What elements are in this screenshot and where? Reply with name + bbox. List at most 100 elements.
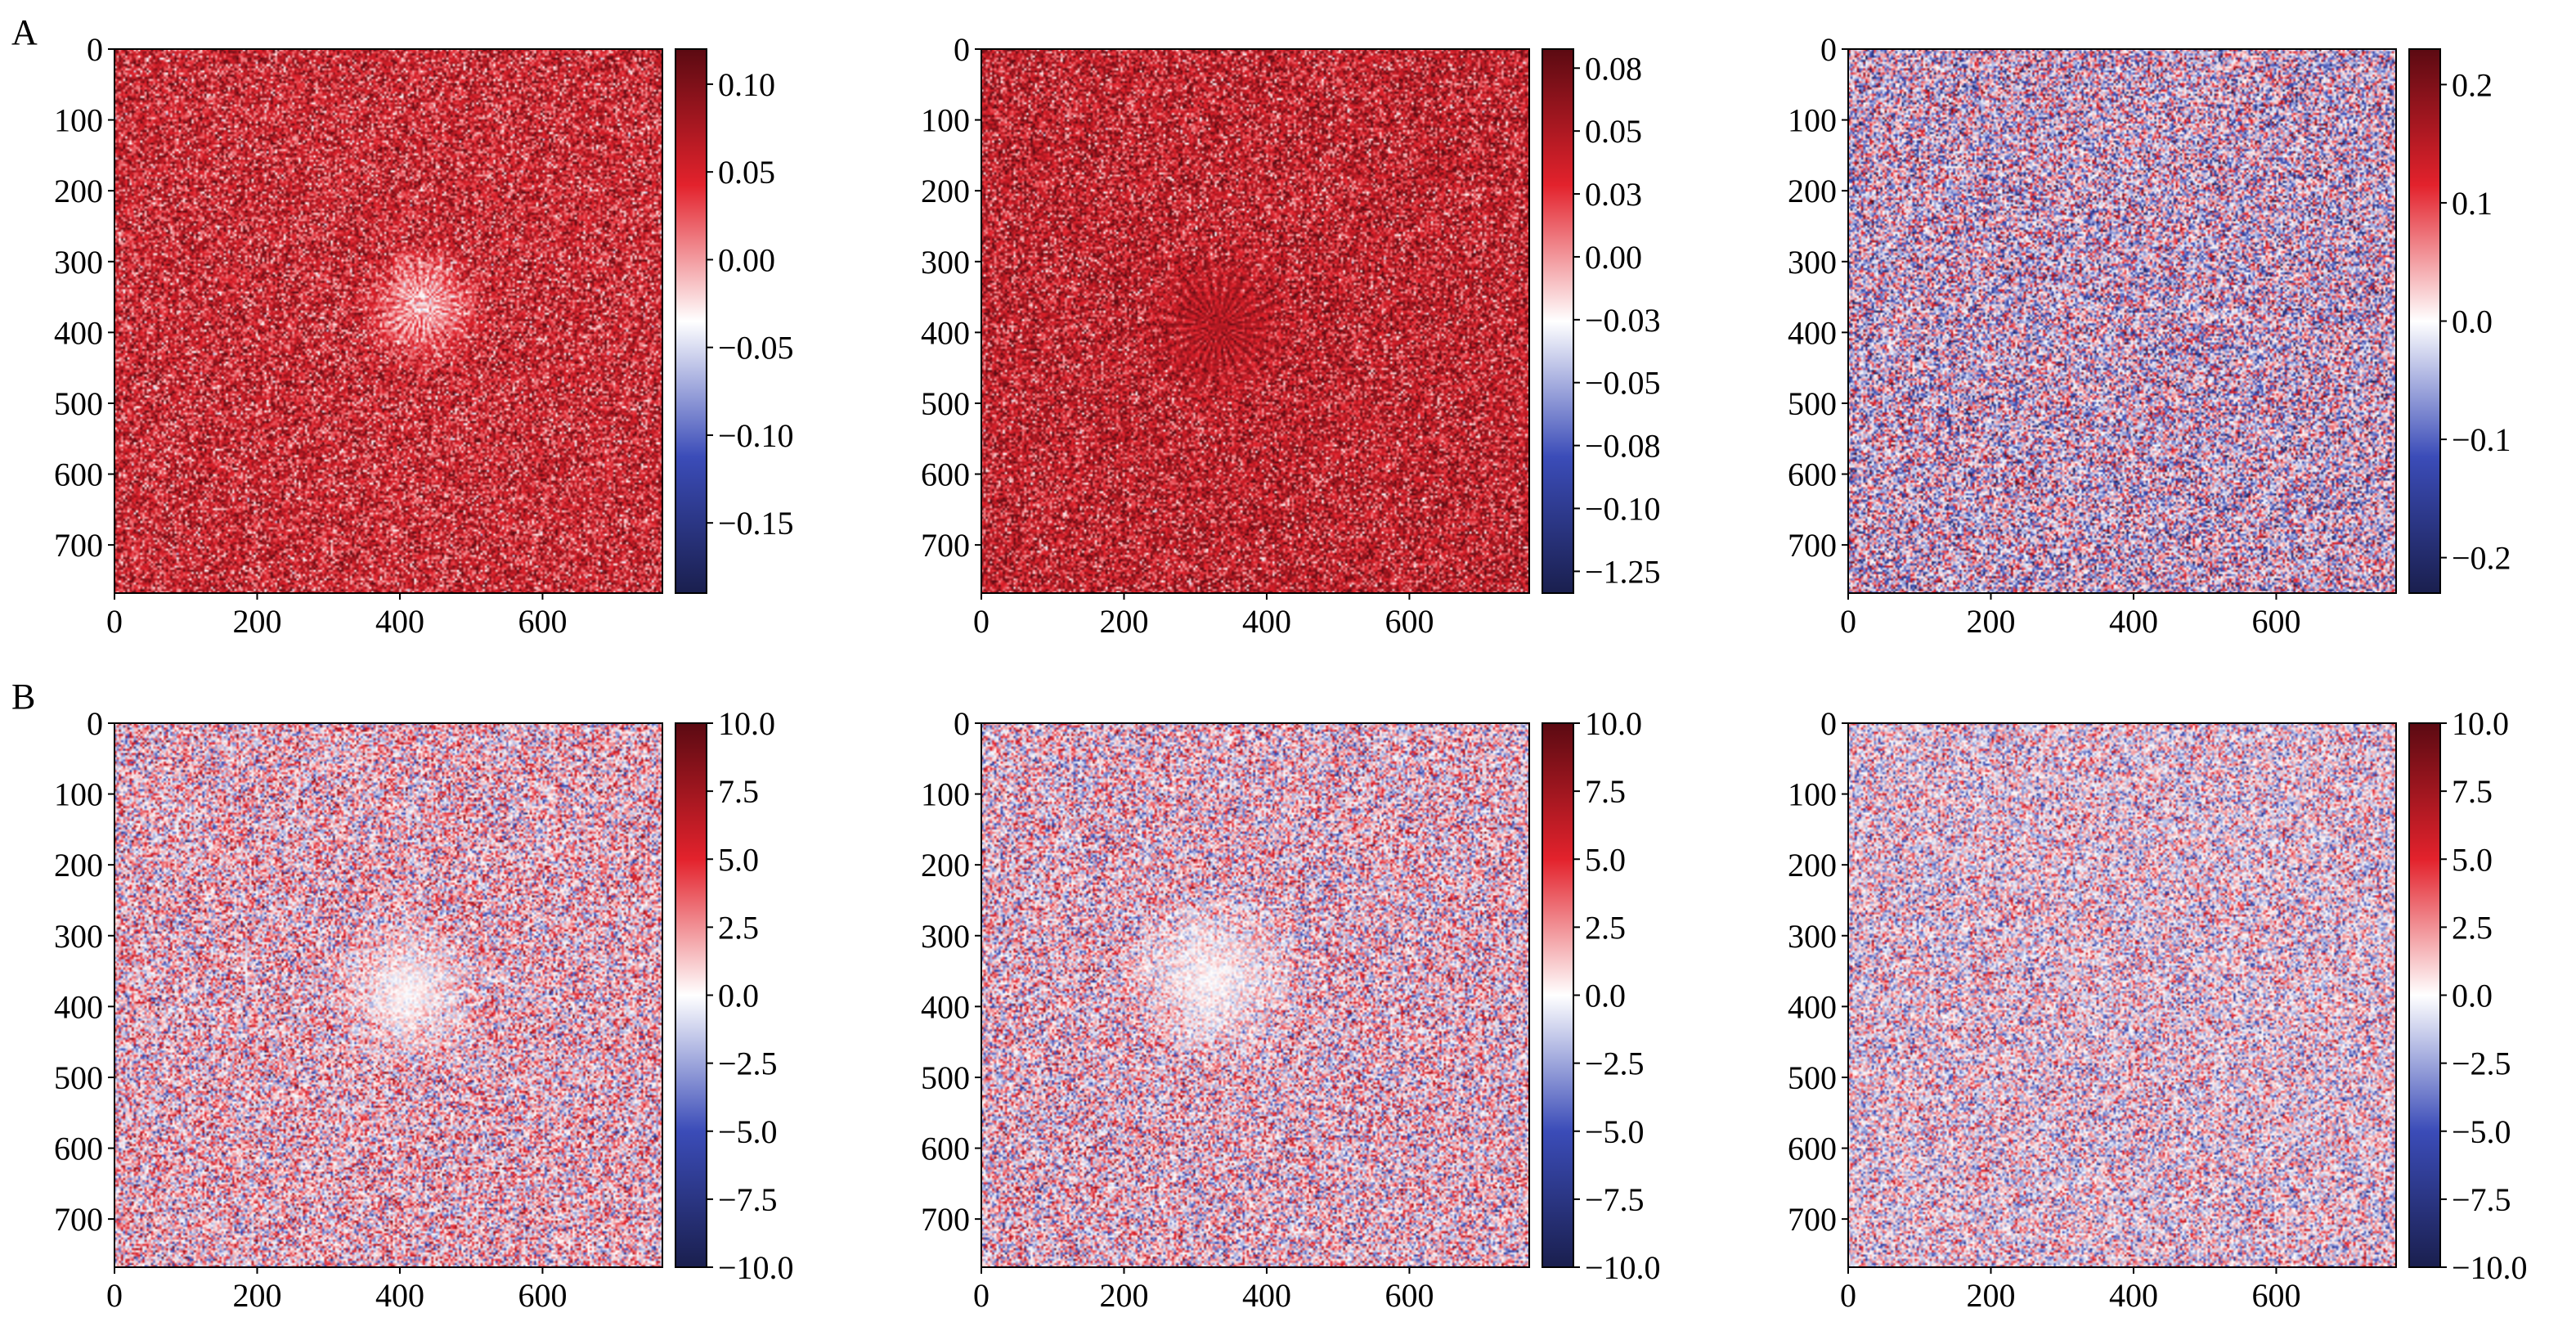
- y-tick-label: 200: [54, 847, 103, 884]
- heatmap-panel-a2: 0 100 200 300 400 500 600 700 0 200 400 600 0.08 0.05…: [921, 31, 1661, 640]
- y-tick-label: 300: [54, 918, 103, 955]
- x-tick-label: 600: [1384, 603, 1434, 640]
- colorbar-tick-label: 0.08: [1585, 50, 1642, 87]
- colorbar-tick-label: 0.2: [2452, 66, 2493, 103]
- colorbar: [1542, 48, 1574, 594]
- colorbar-tick-label: −0.08: [1585, 428, 1661, 465]
- heatmap-image: [1848, 49, 2396, 593]
- y-tick-label: 400: [54, 314, 103, 351]
- x-tick-label: 400: [1242, 603, 1291, 640]
- colorbar-tick-label: −2.5: [1585, 1045, 1645, 1082]
- x-tick-label: 600: [1384, 1277, 1434, 1314]
- y-tick-label: 0: [87, 31, 103, 68]
- y-tick-label: 0: [954, 31, 970, 68]
- colorbar-tick-label: −5.0: [1585, 1113, 1645, 1150]
- colorbar-tick-label: 0.0: [718, 978, 759, 1014]
- x-tick-label: 0: [1840, 1277, 1856, 1314]
- y-tick-label: 700: [921, 1201, 970, 1238]
- colorbar-tick-label: 5.0: [2452, 841, 2493, 878]
- x-tick-label: 400: [375, 603, 424, 640]
- colorbar-tick-label: −10.0: [1585, 1249, 1661, 1286]
- panel-label-b: B: [11, 677, 36, 717]
- x-tick-label: 200: [1966, 1277, 2015, 1314]
- heatmap-image: [114, 723, 662, 1267]
- y-tick-label: 300: [1788, 244, 1837, 281]
- y-tick-label: 500: [921, 385, 970, 422]
- y-tick-label: 700: [54, 1201, 103, 1238]
- x-tick-label: 200: [1966, 603, 2015, 640]
- y-tick-label: 100: [921, 102, 970, 139]
- y-tick-label: 300: [921, 918, 970, 955]
- colorbar-tick-label: 10.0: [718, 705, 775, 742]
- colorbar-tick-label: −0.05: [718, 330, 794, 366]
- plot-frame: [1847, 722, 2397, 1268]
- x-tick-label: 600: [518, 603, 567, 640]
- colorbar: [675, 48, 707, 594]
- colorbar-tick-label: 2.5: [718, 909, 759, 946]
- x-tick-label: 200: [232, 603, 281, 640]
- y-tick-label: 300: [921, 244, 970, 281]
- y-tick-label: 100: [921, 776, 970, 813]
- colorbar-tick-label: 5.0: [1585, 841, 1626, 878]
- x-tick-label: 600: [518, 1277, 567, 1314]
- y-tick-label: 500: [1788, 1059, 1837, 1096]
- x-tick-label: 200: [1099, 603, 1148, 640]
- colorbar-tick-label: −7.5: [2452, 1181, 2511, 1218]
- y-tick-label: 100: [1788, 776, 1837, 813]
- y-tick-label: 500: [54, 385, 103, 422]
- colorbar-tick-label: 0.1: [2452, 185, 2493, 222]
- colorbar-tick-label: −10.0: [2452, 1249, 2528, 1286]
- y-tick-label: 200: [1788, 847, 1837, 884]
- colorbar-tick-label: −5.0: [718, 1113, 778, 1150]
- colorbar: [2408, 48, 2441, 594]
- y-tick-label: 200: [921, 847, 970, 884]
- y-tick-label: 700: [921, 527, 970, 564]
- heatmap-image: [981, 49, 1529, 593]
- heatmap-panel-b2: 0 100 200 300 400 500 600 700 0 200 400 600 10.0 7.5 5…: [921, 705, 1661, 1314]
- y-tick-label: 0: [1820, 31, 1837, 68]
- colorbar-tick-label: −0.2: [2452, 540, 2511, 577]
- y-tick-label: 600: [921, 1131, 970, 1167]
- y-tick-label: 400: [1788, 988, 1837, 1025]
- colorbar-tick-label: 0.0: [2452, 978, 2493, 1014]
- y-tick-label: 600: [1788, 456, 1837, 493]
- colorbar-tick-label: 0.00: [1585, 239, 1642, 276]
- y-tick-label: 100: [1788, 102, 1837, 139]
- heatmap-image: [981, 723, 1529, 1267]
- colorbar-tick-label: −1.25: [1585, 553, 1661, 590]
- colorbar-tick-label: 0.0: [1585, 978, 1626, 1014]
- y-tick-label: 600: [921, 456, 970, 493]
- colorbar: [1542, 722, 1574, 1268]
- heatmap-panel-a3: 0 100 200 300 400 500 600 700 0 200 400 600 0.2 0.1 0.…: [1788, 31, 2511, 640]
- plot-frame: [981, 48, 1530, 594]
- colorbar-tick-label: −2.5: [2452, 1045, 2511, 1082]
- x-tick-label: 200: [1099, 1277, 1148, 1314]
- y-tick-label: 700: [54, 527, 103, 564]
- colorbar: [2408, 722, 2441, 1268]
- y-tick-label: 500: [1788, 385, 1837, 422]
- colorbar-tick-label: 0.0: [2452, 304, 2493, 340]
- colorbar-tick-label: 10.0: [1585, 705, 1642, 742]
- colorbar-tick-label: −2.5: [718, 1045, 778, 1082]
- y-tick-label: 400: [921, 988, 970, 1025]
- x-tick-label: 0: [973, 1277, 990, 1314]
- y-tick-label: 200: [1788, 173, 1837, 209]
- x-tick-label: 600: [2251, 1277, 2300, 1314]
- colorbar-tick-label: −10.0: [718, 1249, 794, 1286]
- y-tick-label: 300: [54, 244, 103, 281]
- y-tick-label: 400: [1788, 314, 1837, 351]
- colorbar-tick-label: 2.5: [2452, 909, 2493, 946]
- y-tick-label: 600: [54, 1131, 103, 1167]
- colorbar-tick-label: 5.0: [718, 841, 759, 878]
- colorbar-tick-label: 7.5: [718, 773, 759, 810]
- x-tick-label: 0: [106, 603, 123, 640]
- x-tick-label: 0: [1840, 603, 1856, 640]
- y-tick-label: 500: [54, 1059, 103, 1096]
- y-tick-label: 200: [921, 173, 970, 209]
- x-tick-label: 400: [1242, 1277, 1291, 1314]
- colorbar-tick-label: −0.03: [1585, 302, 1661, 339]
- y-tick-label: 100: [54, 776, 103, 813]
- colorbar-tick-label: 2.5: [1585, 909, 1626, 946]
- plot-frame: [981, 722, 1530, 1268]
